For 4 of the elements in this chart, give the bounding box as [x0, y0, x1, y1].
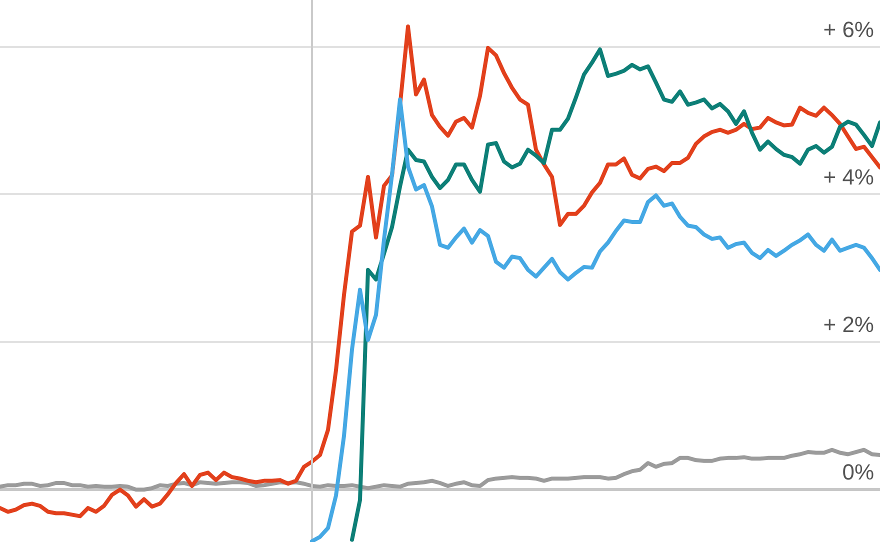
y-tick-label: + 4%: [823, 164, 874, 190]
y-tick-label: + 2%: [823, 312, 874, 337]
y-tick-label: 0%: [842, 459, 874, 484]
y-tick-label: + 6%: [823, 16, 874, 42]
